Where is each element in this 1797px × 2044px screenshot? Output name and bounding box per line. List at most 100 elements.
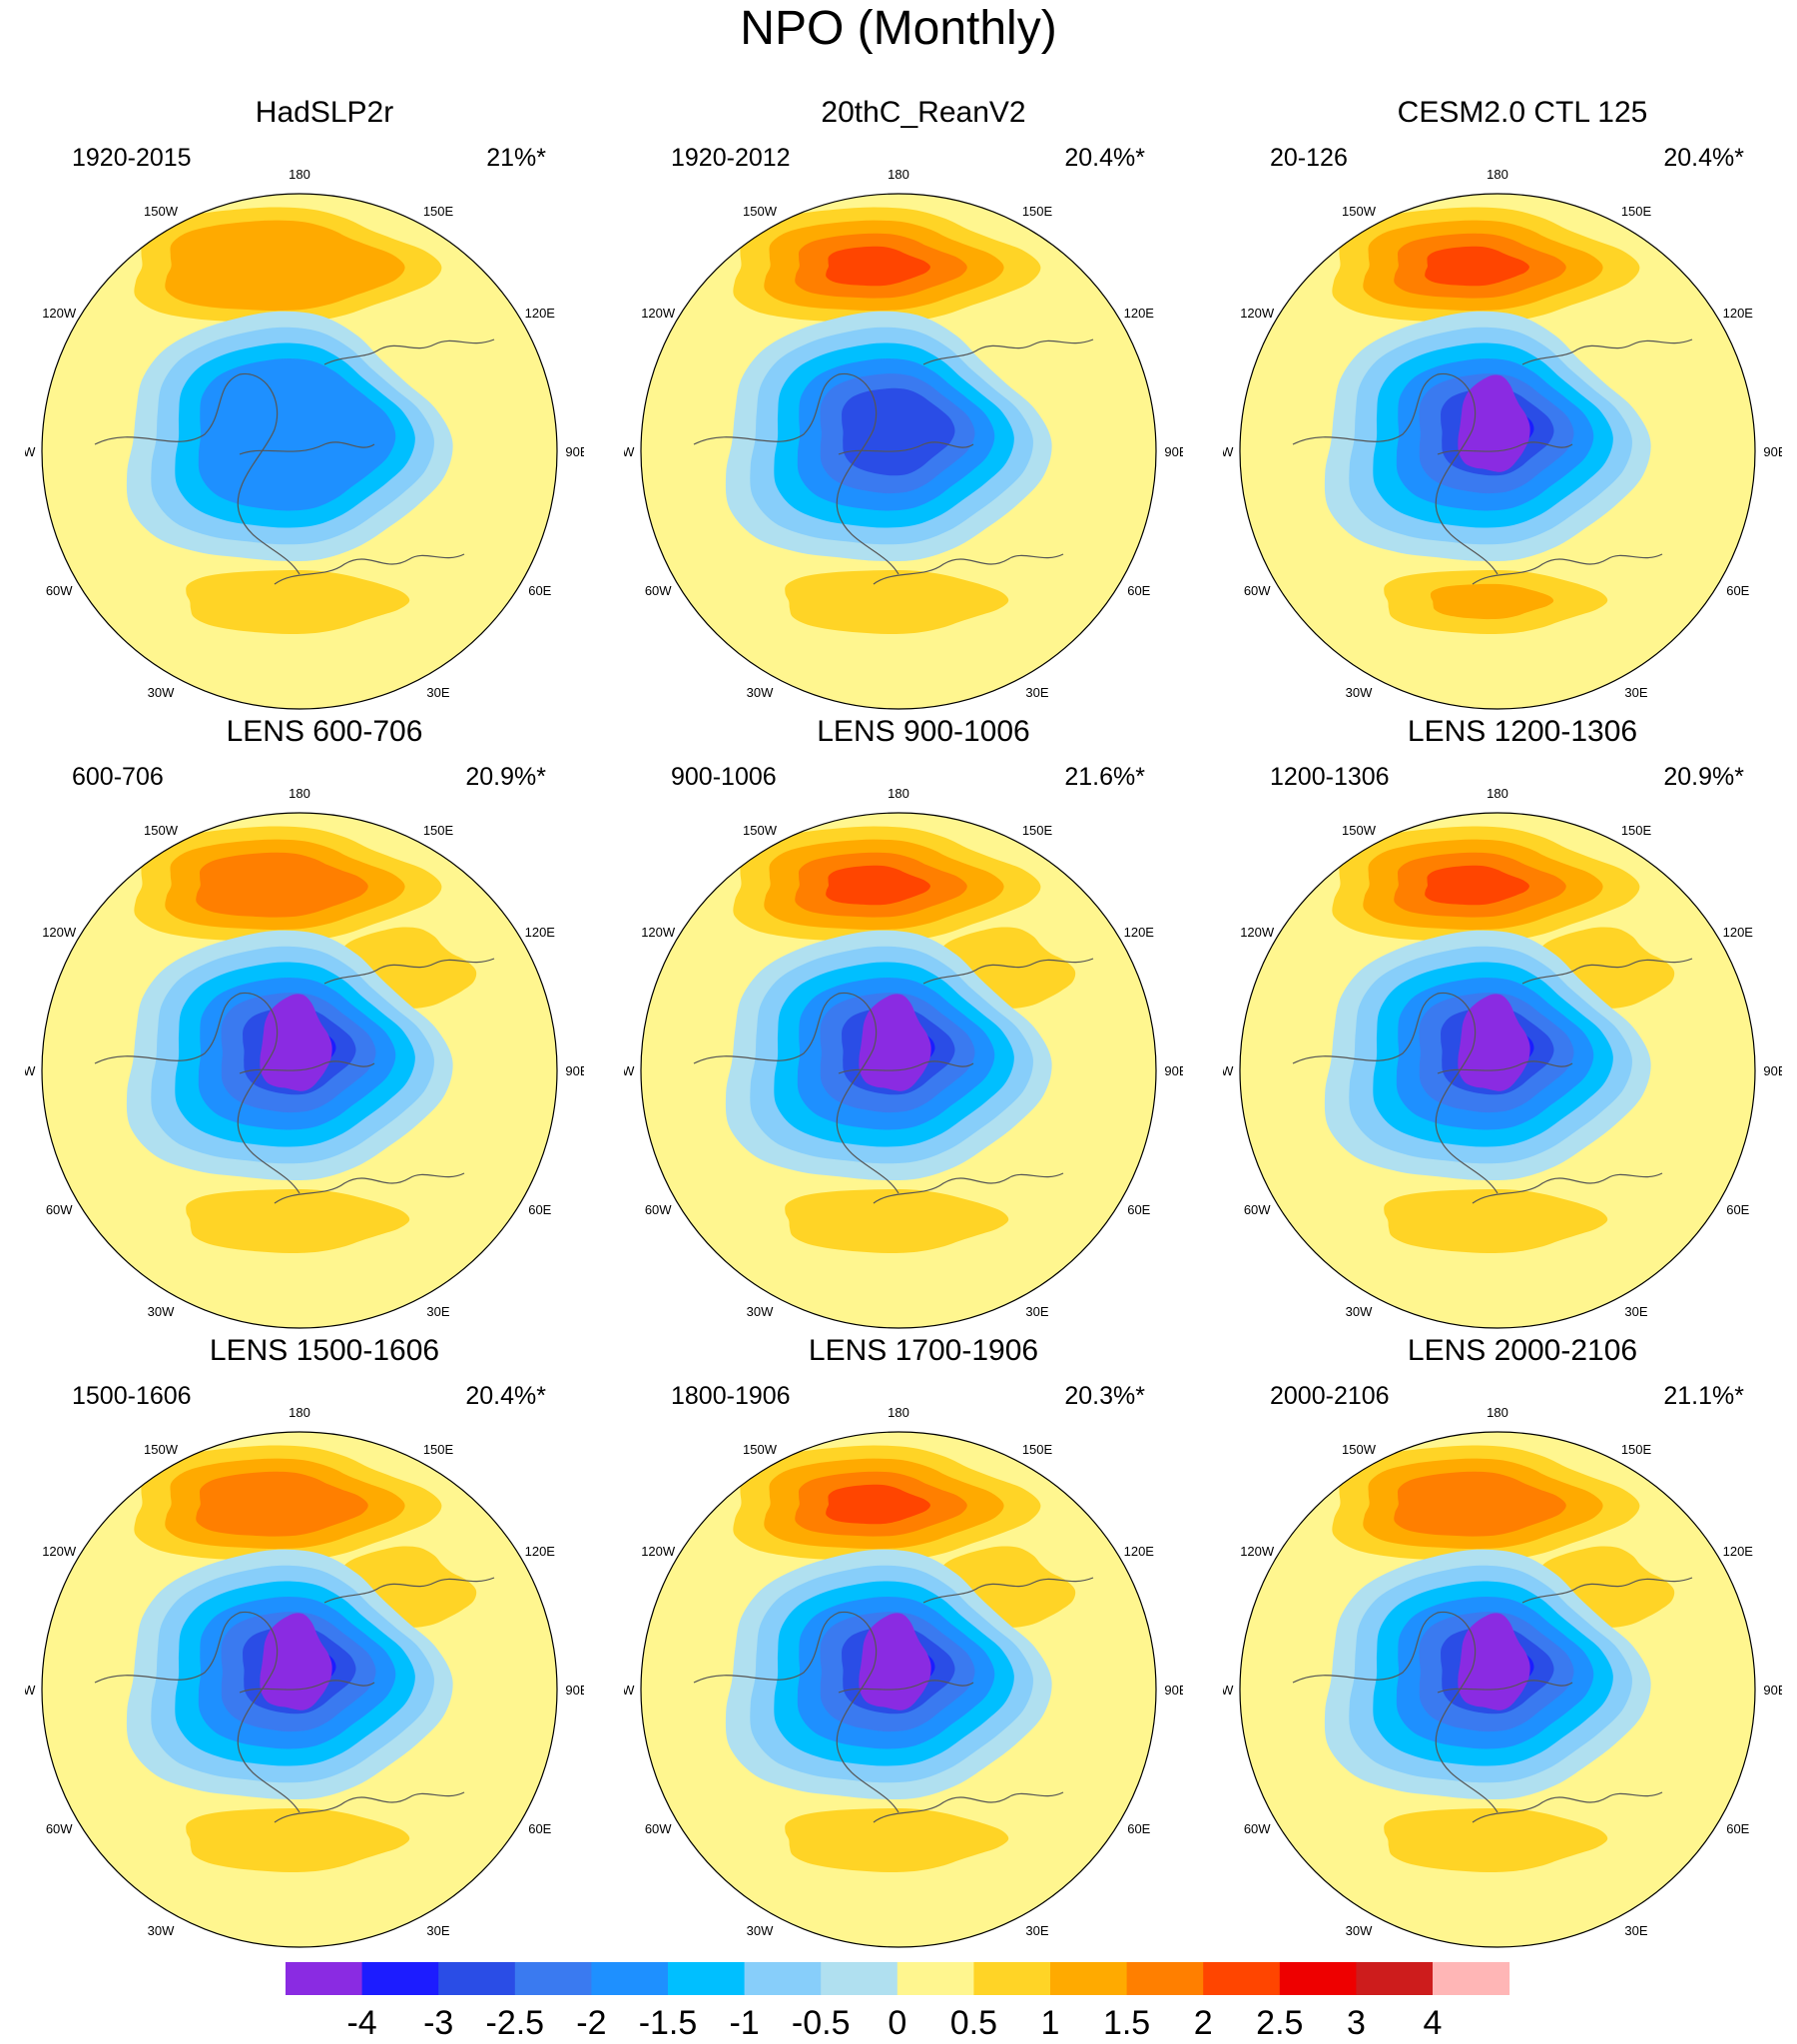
positive-anomaly-contour — [1430, 583, 1554, 620]
longitude-label: 90W — [1223, 1683, 1234, 1698]
panel-years-label: 1500-1606 — [72, 1382, 192, 1410]
longitude-label: 90W — [25, 1063, 36, 1078]
coastline — [693, 1611, 899, 1813]
colorbar-swatch — [1356, 1962, 1434, 1995]
longitude-label: 150E — [1022, 823, 1053, 838]
longitude-label: 60E — [1127, 1821, 1150, 1836]
coastline — [1472, 553, 1663, 585]
longitude-label: 60W — [645, 1821, 672, 1836]
coastline — [693, 372, 899, 575]
longitude-label: 90W — [1223, 1063, 1234, 1078]
longitude-label: 150W — [1342, 1442, 1377, 1457]
longitude-label: 60E — [1127, 583, 1150, 598]
panel-years-label: 900-1006 — [671, 763, 777, 791]
negative-anomaly-contour — [842, 387, 955, 476]
colorbar-label: -0.5 — [792, 2004, 851, 2042]
coastline — [838, 1060, 974, 1074]
colorbar-label: 3 — [1347, 2004, 1366, 2042]
map-border — [1239, 1431, 1756, 1948]
panel-title: LENS 900-1006 — [817, 715, 1030, 748]
longitude-label: 90W — [624, 444, 635, 459]
longitude-label: 120W — [1240, 1544, 1275, 1559]
colorbar-label: -1.5 — [639, 2004, 698, 2042]
longitude-label: 60E — [1726, 1821, 1749, 1836]
map-border — [640, 812, 1157, 1329]
panel-years-label: 600-706 — [72, 763, 164, 791]
longitude-label: 60W — [46, 1821, 73, 1836]
longitude-label: 90W — [1223, 444, 1234, 459]
positive-anomaly-contour — [186, 1807, 410, 1872]
longitude-label: 60E — [1726, 1202, 1749, 1217]
panel-years-label: 1800-1906 — [671, 1382, 791, 1410]
polar-map: 180150E120E90E60E30E030W60W90W120W150W — [25, 1405, 584, 1948]
coastline — [94, 1611, 300, 1813]
coastline — [1521, 1577, 1693, 1604]
panel-variance-label: 20.4%* — [465, 1382, 546, 1410]
longitude-label: 90E — [1763, 1063, 1782, 1078]
panel-title: 20thC_ReanV2 — [821, 96, 1026, 129]
polar-map: 180150E120E90E60E30E030W60W90W120W150W — [624, 786, 1183, 1329]
longitude-label: 120E — [1723, 1544, 1754, 1559]
longitude-label: 60W — [645, 1202, 672, 1217]
longitude-label: 120E — [525, 306, 556, 321]
colorbar-swatch — [897, 1962, 974, 1995]
longitude-label: 120E — [525, 925, 556, 940]
coastline — [1521, 339, 1693, 365]
colorbar-swatch — [1279, 1962, 1357, 1995]
coastline — [838, 441, 974, 455]
colorbar-swatch — [1203, 1962, 1281, 1995]
coastline — [1521, 958, 1693, 985]
longitude-label: 90W — [25, 444, 36, 459]
colorbar-label: 2 — [1194, 2004, 1213, 2042]
longitude-label: 180 — [289, 1405, 310, 1420]
negative-anomaly-contour — [1458, 374, 1530, 472]
longitude-label: 150E — [423, 204, 454, 219]
longitude-label: 30E — [1025, 1304, 1048, 1319]
panel-variance-label: 21.6%* — [1064, 763, 1145, 791]
colorbar-swatch — [1126, 1962, 1204, 1995]
positive-anomaly-contour — [785, 569, 1009, 634]
longitude-label: 30W — [1346, 685, 1373, 700]
coastline — [1292, 992, 1498, 1194]
map-border — [41, 812, 558, 1329]
longitude-label: 90E — [1164, 1063, 1183, 1078]
longitude-label: 60E — [528, 583, 551, 598]
coastline — [1472, 1172, 1663, 1204]
longitude-label: 90W — [624, 1063, 635, 1078]
colorbar-label: -1 — [729, 2004, 759, 2042]
panel-variance-label: 20.4%* — [1663, 144, 1744, 172]
longitude-label: 90W — [624, 1683, 635, 1698]
map-panel: LENS 1700-1906 1800-1906 20.3%* 180 150E 120E… — [624, 1333, 1223, 1952]
longitude-label: 60W — [46, 1202, 73, 1217]
map-panel: LENS 900-1006 900-1006 21.6%* 180 150E 120E 90… — [624, 714, 1223, 1333]
polar-map: 180150E120E90E60E30E030W60W90W120W150W — [1223, 786, 1782, 1329]
longitude-label: 150W — [743, 823, 778, 838]
coastline — [1437, 1060, 1573, 1074]
polar-map: 180150E120E90E60E30E030W60W90W120W150W — [1223, 1405, 1782, 1948]
positive-anomaly-contour — [826, 1484, 930, 1525]
coastline — [873, 553, 1064, 585]
colorbar: -4 -3 -2.5 -2 -1.5 -1 -0.5 0 0.5 1 1.5 2 2.5 3 4 — [286, 1962, 1510, 2042]
longitude-label: 180 — [289, 167, 310, 182]
map-panel: LENS 1200-1306 1200-1306 20.9%* 180 150E 120E… — [1223, 714, 1797, 1333]
colorbar-swatch — [1050, 1962, 1128, 1995]
colorbar-swatch — [361, 1962, 439, 1995]
positive-anomaly-contour — [1384, 1807, 1608, 1872]
map-panel: HadSLP2r 1920-2015 21%* 180 150E 120E 90E 60E 30… — [25, 95, 624, 714]
longitude-label: 150W — [1342, 823, 1377, 838]
panel-years-label: 20-126 — [1270, 144, 1348, 172]
positive-anomaly-contour — [785, 1807, 1009, 1872]
colorbar-swatch — [744, 1962, 822, 1995]
map-panel: CESM2.0 CTL 125 20-126 20.4%* 180 150E 120E 90… — [1223, 95, 1797, 714]
longitude-label: 120W — [42, 1544, 77, 1559]
positive-anomaly-contour — [196, 1471, 368, 1537]
longitude-label: 180 — [888, 1405, 909, 1420]
longitude-label: 150E — [423, 1442, 454, 1457]
longitude-label: 30E — [426, 1304, 449, 1319]
polar-map: 180150E120E90E60E30E030W60W90W120W150W — [1223, 167, 1782, 710]
positive-anomaly-contour — [826, 865, 930, 906]
longitude-label: 30E — [426, 685, 449, 700]
longitude-label: 150W — [1342, 204, 1377, 219]
longitude-label: 120E — [1124, 1544, 1155, 1559]
longitude-label: 30W — [1346, 1304, 1373, 1319]
